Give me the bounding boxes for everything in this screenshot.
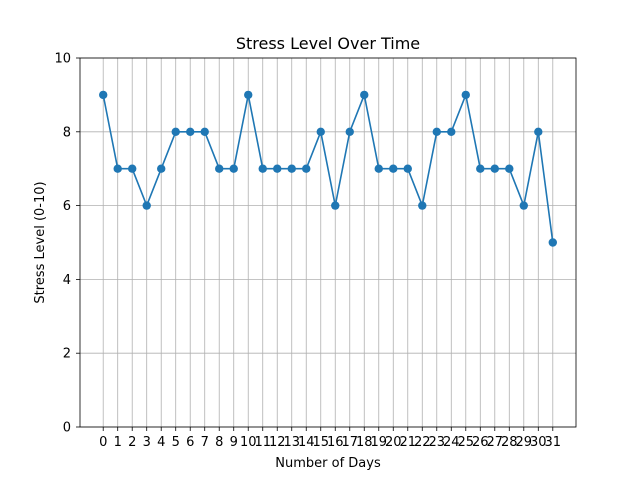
y-tick-label: 10 bbox=[54, 52, 71, 67]
data-point bbox=[229, 164, 238, 173]
x-tick-label: 16 bbox=[327, 435, 344, 450]
x-tick-label: 23 bbox=[428, 435, 445, 450]
x-axis-label: Number of Days bbox=[275, 456, 381, 471]
x-tick-label: 22 bbox=[414, 435, 431, 450]
data-point bbox=[548, 238, 557, 247]
data-point bbox=[389, 164, 398, 173]
plot-frame bbox=[79, 57, 577, 428]
x-tick-label: 28 bbox=[501, 435, 518, 450]
data-point bbox=[403, 164, 412, 173]
y-tick-label: 0 bbox=[63, 421, 71, 436]
data-point bbox=[360, 90, 369, 100]
x-tick-label: 20 bbox=[385, 435, 402, 450]
x-tick-label: 17 bbox=[341, 435, 358, 450]
x-tick-label: 21 bbox=[399, 435, 416, 450]
data-point bbox=[258, 164, 267, 173]
x-tick-label: 9 bbox=[230, 435, 238, 450]
x-tick-label: 3 bbox=[143, 435, 151, 450]
x-tick-label: 1 bbox=[114, 435, 122, 450]
x-tick-label: 5 bbox=[172, 435, 180, 450]
chart-title: Stress Level Over Time bbox=[236, 34, 420, 53]
x-tick-label: 25 bbox=[458, 435, 475, 450]
y-axis-label: Stress Level (0-10) bbox=[33, 181, 48, 303]
x-tick-label: 19 bbox=[370, 435, 387, 450]
x-tick-label: 18 bbox=[356, 435, 373, 450]
x-tick-label: 7 bbox=[201, 435, 209, 450]
y-tick-label: 2 bbox=[63, 347, 71, 362]
series-layer bbox=[99, 90, 557, 247]
data-point bbox=[142, 201, 151, 210]
x-tick-label: 10 bbox=[240, 435, 257, 450]
x-tick-label: 11 bbox=[254, 435, 271, 450]
y-tick-label: 4 bbox=[63, 273, 71, 288]
x-tick-label: 4 bbox=[157, 435, 165, 450]
x-tick-label: 26 bbox=[472, 435, 489, 450]
x-tick-label: 2 bbox=[128, 435, 136, 450]
data-point bbox=[200, 127, 209, 136]
data-point bbox=[476, 164, 485, 173]
data-point bbox=[302, 164, 311, 173]
data-point bbox=[461, 90, 470, 100]
data-point bbox=[316, 127, 325, 136]
y-tick-label: 8 bbox=[63, 125, 71, 140]
y-tick-label: 6 bbox=[63, 199, 71, 214]
x-tick-label: 14 bbox=[298, 435, 315, 450]
data-point bbox=[171, 127, 180, 136]
data-point bbox=[186, 127, 195, 136]
data-point bbox=[244, 90, 253, 100]
data-point bbox=[505, 164, 514, 173]
x-tick-label: 0 bbox=[99, 435, 107, 450]
x-tick-label: 13 bbox=[283, 435, 300, 450]
x-tick-label: 24 bbox=[443, 435, 460, 450]
data-point bbox=[273, 164, 282, 173]
x-tick-label: 30 bbox=[530, 435, 547, 450]
data-point bbox=[534, 127, 543, 136]
data-point bbox=[432, 127, 441, 136]
data-point bbox=[128, 164, 137, 173]
data-point bbox=[418, 201, 427, 210]
x-tick-label: 27 bbox=[487, 435, 504, 450]
data-point bbox=[287, 164, 296, 173]
data-point bbox=[519, 201, 528, 210]
data-point bbox=[490, 164, 499, 173]
data-point bbox=[331, 201, 340, 210]
x-tick-label: 29 bbox=[516, 435, 533, 450]
data-point bbox=[447, 127, 456, 136]
x-tick-label: 15 bbox=[312, 435, 329, 450]
data-point bbox=[113, 164, 122, 173]
data-point bbox=[215, 164, 224, 173]
data-point bbox=[374, 164, 383, 173]
ticks: 0 1 2 3 4 5 6 7 8 9 101112131415161718192021222324… bbox=[54, 52, 561, 451]
data-point bbox=[345, 127, 354, 136]
x-tick-label: 6 bbox=[186, 435, 194, 450]
x-tick-label: 12 bbox=[269, 435, 286, 450]
data-point bbox=[157, 164, 166, 173]
data-point bbox=[99, 90, 108, 100]
x-tick-label: 8 bbox=[215, 435, 223, 450]
x-tick-label: 31 bbox=[545, 435, 562, 450]
